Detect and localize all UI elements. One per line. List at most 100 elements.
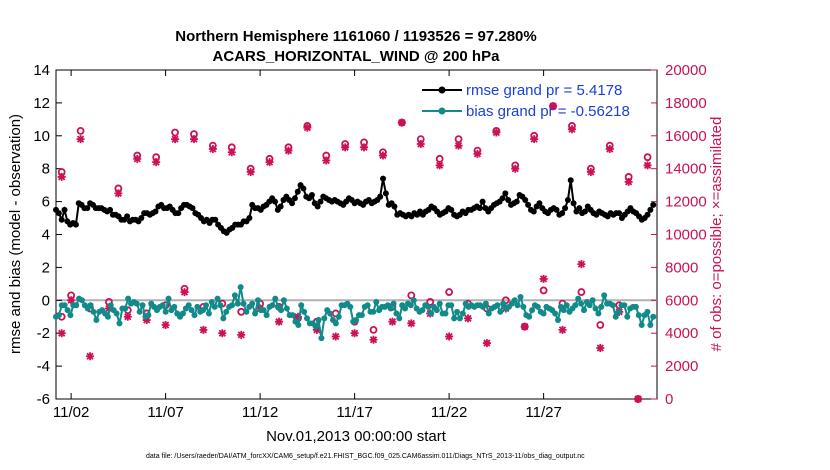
bias-point: [211, 303, 218, 310]
bias-point: [448, 302, 455, 309]
bias-point: [252, 310, 259, 317]
bias-point: [494, 302, 501, 309]
obs-assimilated-marker: [378, 151, 387, 160]
y-tick-label: -6: [37, 391, 50, 408]
bias-point: [638, 321, 645, 328]
y-tick-label: 2: [42, 259, 50, 276]
rmse-point: [513, 198, 520, 205]
rmse-point: [377, 193, 384, 200]
obs-assimilated-marker: [284, 146, 293, 155]
legend-rmse-label: rmse grand pr = 5.4178: [466, 82, 622, 99]
rmse-point: [559, 210, 566, 217]
bias-point: [393, 310, 400, 317]
bias-point: [228, 302, 235, 309]
obs-assimilated-marker: [161, 320, 170, 329]
obs-assimilated-marker: [189, 135, 198, 144]
obs-assimilated-marker: [586, 167, 595, 176]
obs-assimilated-marker: [567, 125, 576, 134]
bias-point: [283, 305, 290, 312]
rmse-point: [479, 198, 486, 205]
y2-axis-label: # of obs: o=possible; ×=assimilated: [708, 117, 725, 352]
bias-point: [650, 313, 657, 320]
rmse-point: [391, 203, 398, 210]
bias-point: [529, 307, 536, 314]
obs-assimilated-marker: [57, 329, 66, 338]
bias-point: [93, 317, 100, 324]
bias-point: [433, 307, 440, 314]
rmse-point: [650, 201, 657, 208]
obs-assimilated-marker: [492, 128, 501, 137]
bias-point: [560, 307, 567, 314]
bias-point: [425, 303, 432, 310]
obs-assimilated-marker: [218, 329, 227, 338]
bias-point: [575, 295, 582, 302]
y2-tick-label: 20000: [665, 62, 707, 79]
footer-data-file: data file: /Users/raeder/DAI/ATM_forcXX/…: [146, 453, 585, 460]
legend-bias-label: bias grand pr = -0.56218: [466, 103, 630, 120]
x-axis-label: Nov.01,2013 00:00:00 start: [266, 428, 447, 445]
obs-assimilated-marker: [199, 325, 208, 334]
bias-point: [442, 310, 449, 317]
obs-assimilated-marker: [482, 339, 491, 348]
bias-point: [231, 292, 238, 299]
bias-point: [64, 307, 71, 314]
bias-point: [90, 308, 97, 315]
rmse-series: [53, 175, 657, 236]
obs-assimilated-marker: [180, 288, 189, 297]
obs-assimilated-marker: [331, 332, 340, 341]
bias-series: [53, 284, 657, 342]
bias-point: [240, 300, 247, 307]
obs-assimilated-marker: [86, 352, 95, 361]
rmse-point: [536, 200, 543, 207]
bias-point: [249, 300, 256, 307]
bias-point: [289, 312, 296, 319]
obs-possible-marker: [643, 153, 652, 162]
bias-point: [358, 312, 365, 319]
bias-point: [540, 310, 547, 317]
bias-point: [612, 313, 619, 320]
chart-title: Northern Hemisphere 1161060 / 1193526 = …: [175, 28, 537, 45]
bias-point: [116, 320, 123, 327]
legend-rmse-marker: [438, 86, 446, 94]
legend-bias-marker: [438, 107, 446, 115]
rmse-point: [505, 196, 512, 203]
obs-possible-marker: [369, 326, 378, 334]
y2-tick-label: 8000: [665, 259, 698, 276]
bias-point: [632, 303, 639, 310]
rmse-point: [380, 175, 387, 182]
obs-assimilated-marker: [643, 161, 652, 170]
bias-point: [194, 303, 201, 310]
bias-point: [647, 321, 654, 328]
x-tick-label: 11/27: [525, 404, 561, 421]
obs-assimilated-marker: [312, 325, 321, 334]
right-y-axis: 0 2000 4000 6000 8000 10000 12000 14000 16000 180…: [651, 62, 707, 408]
obs-possible-marker: [577, 288, 586, 296]
obs-assimilated-marker: [473, 149, 482, 158]
obs-possible-marker: [407, 291, 416, 300]
bias-point: [254, 297, 261, 304]
rmse-point: [152, 208, 159, 215]
bias-point: [595, 310, 602, 317]
rmse-point: [72, 221, 79, 228]
y-tick-label: 10: [33, 128, 50, 145]
obs-assimilated-marker: [445, 332, 454, 341]
y2-tick-label: 4000: [665, 325, 698, 342]
rmse-point: [616, 210, 623, 217]
bias-point: [586, 302, 593, 309]
obs-assimilated-marker: [142, 316, 151, 325]
obs-assimilated-marker: [114, 189, 123, 198]
bias-point: [390, 300, 397, 307]
obs-assimilated-marker: [275, 317, 284, 326]
rmse-point: [308, 192, 315, 199]
obs-assimilated-marker: [388, 317, 397, 326]
rmse-point: [189, 205, 196, 212]
bias-point: [589, 297, 596, 304]
bias-point: [263, 312, 270, 319]
bias-point: [234, 300, 241, 307]
bias-point: [609, 302, 616, 309]
bias-point: [563, 302, 570, 309]
obs-assimilated-marker: [558, 325, 567, 334]
bias-point: [104, 313, 111, 320]
bias-point: [407, 302, 414, 309]
